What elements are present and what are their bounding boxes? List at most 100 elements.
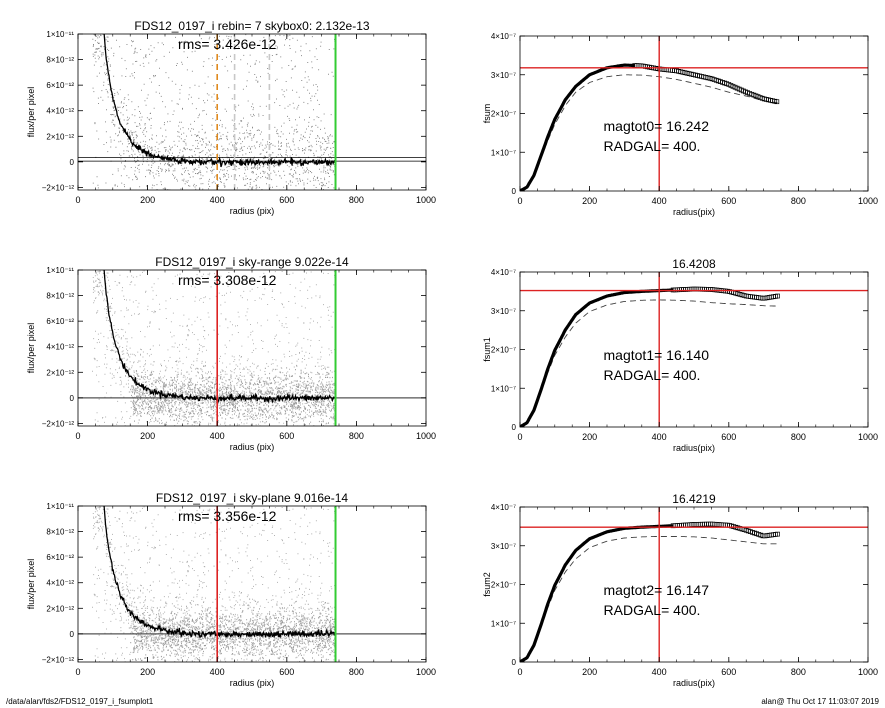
y-tick-label: 0	[70, 158, 75, 167]
y-tick-label: 3×10⁻⁷	[491, 542, 516, 551]
y-axis-label: flux/per pixel	[26, 87, 36, 138]
y-tick-label: 3×10⁻⁷	[491, 307, 516, 316]
y-axis-label: flux/per pixel	[26, 323, 36, 374]
x-tick-label: 1000	[858, 196, 878, 206]
x-tick-label: 800	[791, 196, 806, 206]
x-tick-label: 200	[582, 196, 597, 206]
y-tick-label: 2×10⁻⁷	[491, 346, 516, 355]
y-tick-label: 4×10⁻¹²	[46, 343, 74, 352]
curve-marker	[774, 99, 780, 105]
chart-title: 16.4208	[672, 257, 716, 271]
x-tick-label: 200	[140, 667, 155, 677]
x-tick-label: 200	[140, 431, 155, 441]
x-tick-label: 0	[75, 667, 80, 677]
y-tick-label: 2×10⁻¹²	[46, 368, 74, 377]
y-axis-label: fsum	[482, 104, 492, 124]
y-axis-label: fsum1	[482, 337, 492, 362]
profile-curve	[103, 34, 336, 168]
y-tick-label: −2×10⁻¹²	[42, 655, 75, 664]
plot-area	[520, 272, 868, 427]
y-tick-label: 1×10⁻⁷	[491, 384, 516, 393]
x-tick-label: 0	[75, 431, 80, 441]
x-tick-label: 0	[75, 195, 80, 205]
x-tick-label: 200	[582, 432, 597, 442]
annotation-text: magtot1= 16.140	[604, 347, 710, 363]
y-tick-label: 1×10⁻¹¹	[46, 266, 74, 275]
x-axis-label: radius (pix)	[230, 442, 275, 452]
y-tick-label: 1×10⁻⁷	[491, 148, 516, 157]
y-tick-label: 0	[70, 394, 75, 403]
y-tick-label: 3×10⁻⁷	[491, 71, 516, 80]
y-tick-label: 0	[512, 423, 517, 432]
y-tick-label: 4×10⁻¹²	[46, 107, 74, 116]
curve-marker	[775, 531, 780, 537]
x-tick-label: 1000	[858, 667, 878, 677]
annotation-text: magtot2= 16.147	[604, 582, 710, 598]
y-tick-label: 2×10⁻⁷	[491, 110, 516, 119]
x-tick-label: 600	[721, 432, 736, 442]
x-tick-label: 800	[349, 667, 364, 677]
footer-file-path: /data/alan/fds2/FDS12_0197_i_fsumplot1	[6, 697, 154, 706]
x-tick-label: 800	[791, 432, 806, 442]
y-tick-label: 0	[512, 658, 517, 667]
chart-title: 16.4219	[672, 492, 716, 506]
y-tick-label: 8×10⁻¹²	[46, 528, 74, 537]
y-tick-label: 4×10⁻⁷	[491, 268, 516, 277]
plot-area	[520, 36, 868, 191]
y-tick-label: 6×10⁻¹²	[46, 317, 74, 326]
x-axis-label: radius (pix)	[230, 678, 275, 688]
plot-area	[78, 34, 426, 190]
scatter-points	[92, 506, 337, 662]
chart-panel-1: 0 200 400 600 800 1000 1×10⁻¹¹ 8×10⁻¹² 6×10⁻¹² 4×…	[26, 19, 436, 216]
curve-marker	[775, 293, 780, 299]
chart-panel-5: 0 200 400 600 800 1000 1×10⁻¹¹ 8×10⁻¹² 6×10⁻¹² 4×…	[26, 491, 436, 688]
x-tick-label: 400	[210, 431, 225, 441]
profile-curve	[103, 506, 336, 640]
profile-curve	[103, 270, 336, 404]
rms-annotation: rms= 3.426e-12	[178, 36, 277, 52]
annotation-text: RADGAL= 400.	[604, 367, 701, 383]
x-tick-label: 200	[582, 667, 597, 677]
x-tick-label: 200	[140, 195, 155, 205]
annotation-text: magtot0= 16.242	[604, 118, 710, 134]
y-tick-label: 8×10⁻¹²	[46, 56, 74, 65]
rms-annotation: rms= 3.356e-12	[178, 508, 277, 524]
y-tick-label: 4×10⁻⁷	[491, 503, 516, 512]
x-tick-label: 400	[652, 432, 667, 442]
dashed-curve	[520, 299, 778, 427]
x-tick-label: 0	[517, 667, 522, 677]
y-tick-label: 0	[512, 187, 517, 196]
x-tick-label: 400	[210, 195, 225, 205]
cumulative-flux-curve	[520, 63, 635, 191]
y-tick-label: 4×10⁻¹²	[46, 579, 74, 588]
plot-area	[520, 507, 868, 662]
x-tick-label: 600	[279, 667, 294, 677]
x-tick-label: 600	[721, 196, 736, 206]
plot-frame	[519, 35, 869, 192]
chart-panel-3: 0 200 400 600 800 1000 1×10⁻¹¹ 8×10⁻¹² 6×10⁻¹² 4×…	[26, 255, 436, 452]
footer-timestamp: alan@ Thu Oct 17 11:03:07 2019	[761, 697, 879, 706]
chart-title: FDS12_0197_i sky-plane 9.016e-14	[156, 491, 348, 505]
y-tick-label: 0	[70, 630, 75, 639]
y-axis-label: flux/per pixel	[26, 559, 36, 610]
x-tick-label: 0	[517, 196, 522, 206]
rms-annotation: rms= 3.308e-12	[178, 272, 277, 288]
y-tick-label: 2×10⁻¹²	[46, 132, 74, 141]
x-axis-label: radius(pix)	[673, 207, 715, 217]
y-axis-label: fsum2	[482, 572, 492, 597]
y-tick-label: 2×10⁻⁷	[491, 581, 516, 590]
x-tick-label: 1000	[416, 667, 436, 677]
y-tick-label: 6×10⁻¹²	[46, 81, 74, 90]
y-tick-label: −2×10⁻¹²	[42, 183, 75, 192]
y-tick-label: 1×10⁻⁷	[491, 619, 516, 628]
dashed-curve	[520, 536, 778, 662]
x-tick-label: 400	[210, 667, 225, 677]
y-tick-label: 1×10⁻¹¹	[46, 502, 74, 511]
chart-panel-6: magtot2= 16.147 RADGAL= 400. 0 200 400 600 800…	[482, 492, 878, 688]
annotation-text: RADGAL= 400.	[604, 602, 701, 618]
plot-area	[78, 270, 426, 426]
x-axis-label: radius(pix)	[673, 443, 715, 453]
x-tick-label: 400	[652, 196, 667, 206]
y-tick-label: 8×10⁻¹²	[46, 292, 74, 301]
x-tick-label: 800	[791, 667, 806, 677]
